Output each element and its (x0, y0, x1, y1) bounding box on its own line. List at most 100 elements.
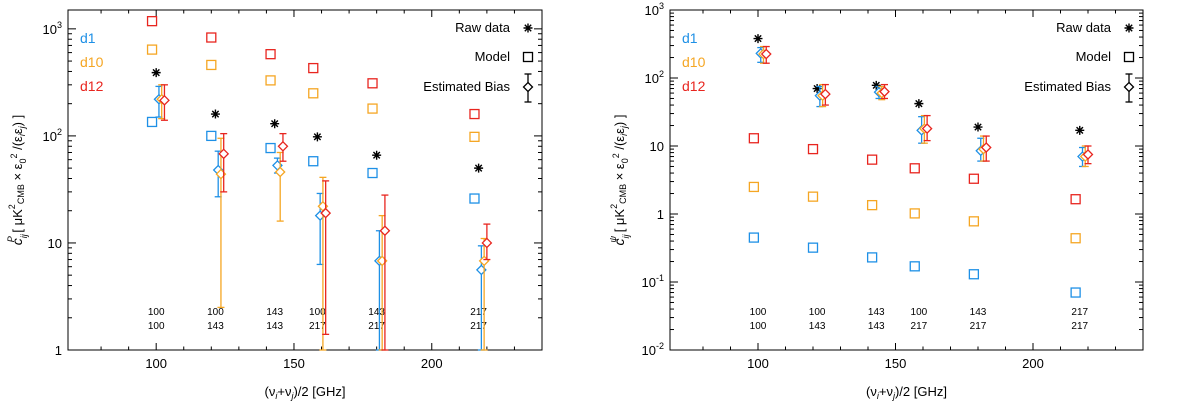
raw-data-point (372, 150, 382, 160)
bias-point-d12 (218, 148, 230, 160)
raw-data-point (871, 80, 881, 90)
model-point-d12 (265, 49, 276, 60)
y-tick-label: 1 (55, 343, 62, 358)
pair-label-top: 100 (911, 307, 928, 318)
legend-bias-symbol (522, 81, 534, 93)
raw-data-point (474, 163, 484, 173)
y-tick-label: 10 (48, 236, 62, 251)
legend-raw-symbol (1124, 23, 1134, 33)
y-tick-label: 1 (657, 207, 664, 222)
pair-label-bottom: 217 (911, 321, 928, 332)
raw-data-point (270, 119, 280, 129)
bias-point-d12 (159, 94, 170, 106)
chart-panel-2: 100 150 200 10-2 10-1 1 10 102 103 cijψ [ μK2CMB … (608, 1, 1144, 401)
legend-model-symbol (1123, 51, 1135, 63)
model-point-d10 (206, 59, 217, 71)
chart-panel-1: 100 150 200 1 10 102 103 cijP [ μK2CMB × ε02 /(… (6, 9, 543, 401)
pair-label-bottom: 217 (309, 321, 326, 332)
raw-data-point (210, 109, 220, 119)
legend-raw-label: Raw data (1056, 20, 1112, 35)
model-point-d10 (909, 208, 920, 219)
legend-raw-label: Raw data (455, 20, 511, 35)
model-point-d10 (308, 88, 319, 99)
pair-label-top: 100 (148, 307, 165, 318)
model-point-d1 (866, 252, 878, 263)
bias-point-d12 (879, 86, 890, 98)
pair-label-top: 217 (1071, 307, 1088, 318)
pair-label-bottom: 217 (1071, 321, 1088, 332)
x-tick-label: 200 (421, 356, 443, 371)
bias-point-d12 (819, 88, 831, 100)
pair-label-top: 143 (868, 307, 885, 318)
model-point-d1 (968, 269, 980, 280)
model-point-d12 (748, 133, 760, 144)
legend-model-label: Model (475, 49, 511, 64)
pair-label-top: 100 (309, 307, 326, 318)
model-point-d10 (265, 75, 276, 86)
bias-point-d12 (980, 142, 992, 153)
legend-series-d1: d1 (682, 30, 698, 46)
bias-point-d12 (921, 123, 933, 135)
bias-point-d12 (481, 237, 493, 249)
x-axis-label: (νi+νj)/2 [GHz] (866, 384, 947, 401)
pair-label-top: 143 (368, 307, 385, 318)
legend-bias-symbol (1123, 81, 1135, 93)
model-point-d1 (807, 242, 819, 253)
pair-label-bottom: 217 (368, 321, 385, 332)
plot-frame (67, 9, 543, 351)
model-point-d10 (469, 131, 480, 142)
model-point-d1 (909, 261, 920, 272)
legend-series-d12: d12 (682, 78, 706, 94)
model-point-d10 (748, 181, 760, 193)
model-point-d12 (1070, 194, 1081, 205)
pair-label-top: 143 (266, 307, 283, 318)
x-tick-label: 150 (885, 356, 907, 371)
legend-model-label: Model (1076, 49, 1112, 64)
model-point-d10 (866, 199, 878, 211)
raw-data-point (753, 34, 763, 44)
bias-point-d12 (379, 225, 391, 237)
bias-point-d12 (277, 140, 289, 152)
x-tick-label: 100 (145, 356, 167, 371)
pair-label-bottom: 143 (266, 321, 283, 332)
pair-label-top: 143 (970, 307, 987, 318)
pair-label-top: 100 (809, 307, 826, 318)
model-point-d12 (206, 32, 217, 43)
model-point-d12 (968, 173, 980, 184)
bias-point-d10 (274, 166, 286, 178)
y-axis-label: cijP [ μK2CMB × ε02 /(εiεj) ] (6, 115, 29, 245)
plot-frame (669, 9, 1144, 351)
model-point-d10 (968, 216, 980, 227)
model-point-d10 (1070, 233, 1081, 244)
pair-label-bottom: 143 (809, 321, 826, 332)
model-point-d12 (146, 16, 158, 27)
legend-series-d10: d10 (80, 54, 104, 70)
legend-raw-symbol (523, 23, 533, 33)
model-point-d12 (367, 78, 378, 89)
pair-label-bottom: 217 (970, 321, 987, 332)
model-point-d10 (367, 103, 378, 114)
raw-data-point (973, 122, 983, 132)
pair-label-bottom: 143 (207, 321, 224, 332)
model-point-d12 (866, 154, 878, 165)
legend-model-symbol (522, 51, 534, 63)
model-point-d1 (748, 232, 760, 243)
bias-point-d12 (320, 207, 332, 219)
legend-bias-label: Estimated Bias (423, 79, 510, 94)
bias-point-d12 (760, 48, 772, 60)
model-point-d12 (807, 143, 819, 155)
model-point-d12 (469, 108, 480, 120)
model-point-d10 (807, 191, 819, 202)
model-point-d12 (909, 163, 920, 174)
raw-data-point (812, 84, 822, 94)
y-tick-label: 103 (43, 20, 62, 37)
raw-data-point (151, 68, 161, 78)
pair-label-bottom: 100 (750, 321, 767, 332)
y-tick-label: 10-1 (642, 273, 664, 290)
raw-data-point (312, 132, 322, 142)
pair-label-top: 100 (750, 307, 767, 318)
y-tick-label: 102 (43, 127, 62, 144)
y-tick-label: 10-2 (642, 341, 664, 358)
model-point-d10 (146, 44, 158, 55)
legend-series-d10: d10 (682, 54, 706, 70)
